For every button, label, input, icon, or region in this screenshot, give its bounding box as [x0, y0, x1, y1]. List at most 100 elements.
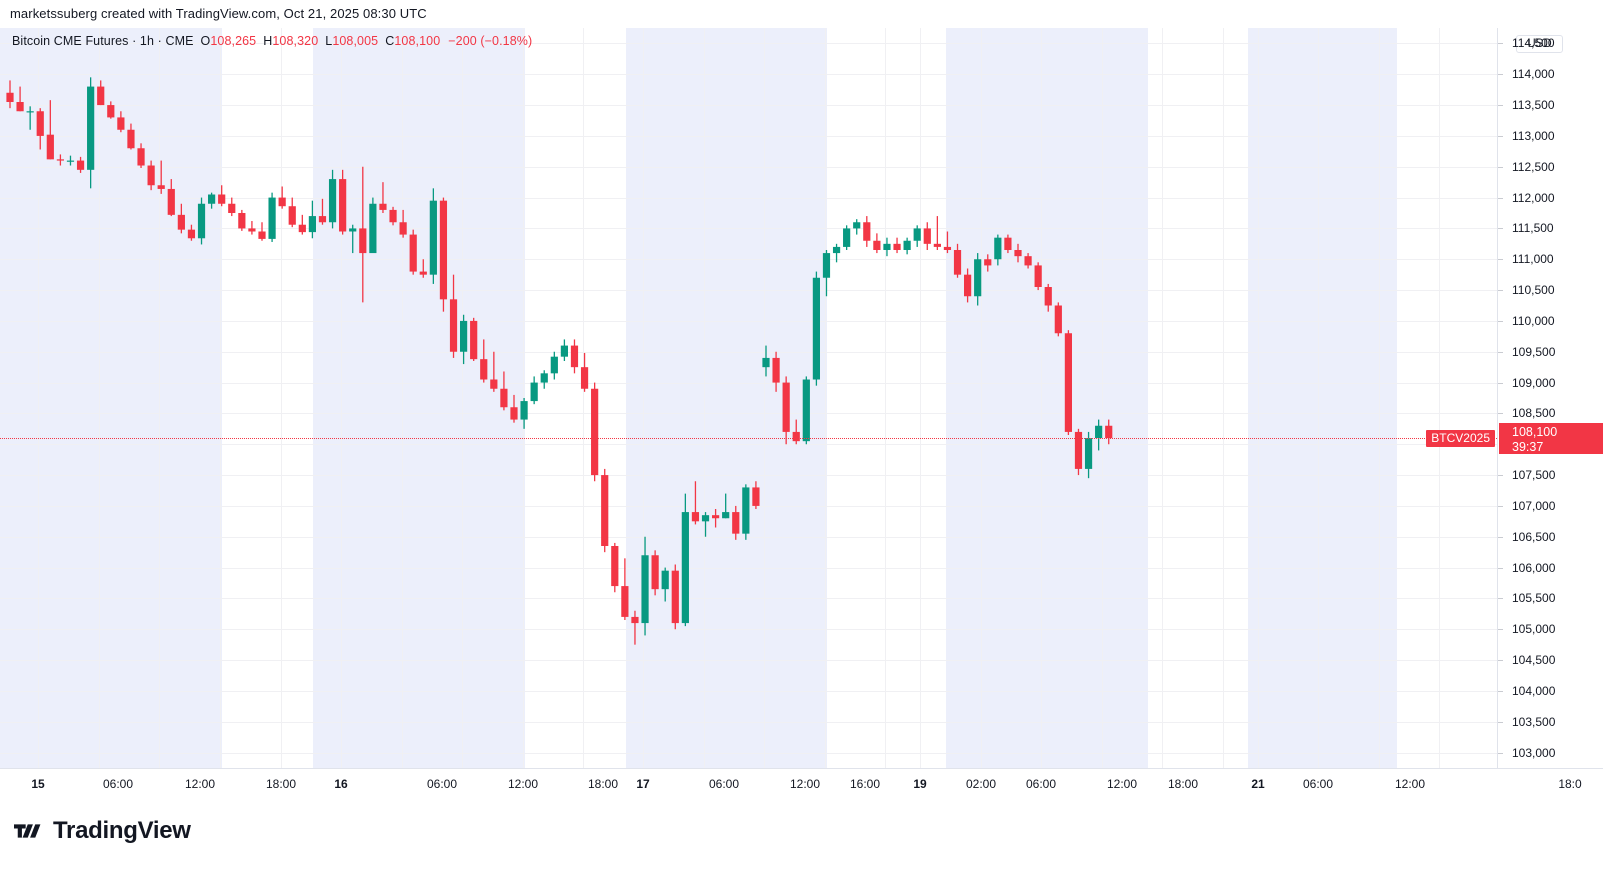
time-tick-label: 12:00: [184, 777, 216, 791]
price-tick-label: 106,500: [1512, 529, 1556, 544]
grid-line-h: [0, 753, 1497, 754]
grid-line-h: [0, 598, 1497, 599]
time-tick-label: 18:00: [265, 777, 297, 791]
price-tick-label: 109,500: [1512, 344, 1556, 359]
chart-legend: Bitcoin CME Futures · 1h · CME O108,265 H1…: [12, 34, 532, 48]
price-tick-label: 105,000: [1512, 622, 1556, 637]
last-price-badge: 108,100 39:37: [1499, 423, 1603, 455]
time-tick-label: 06:00: [708, 777, 740, 791]
legend-high-label: H: [263, 34, 273, 48]
bar-countdown: 39:37: [1512, 439, 1544, 454]
price-tick-mark: [1498, 352, 1503, 353]
time-tick-label: 21: [1251, 777, 1265, 791]
grid-line-h: [0, 568, 1497, 569]
legend-symbol[interactable]: Bitcoin CME Futures · 1h · CME: [12, 34, 194, 48]
grid-line-h: [0, 383, 1497, 384]
price-tick-mark: [1498, 290, 1503, 291]
session-band-2: [626, 28, 827, 768]
price-tick-label: 109,000: [1512, 375, 1556, 390]
grid-line-h: [0, 444, 1497, 445]
price-tick-label: 105,500: [1512, 591, 1556, 606]
grid-line-h: [0, 537, 1497, 538]
grid-line-v: [1102, 28, 1103, 768]
grid-line-v: [402, 28, 403, 768]
price-tick-mark: [1498, 321, 1503, 322]
grid-line-h: [0, 43, 1497, 44]
grid-line-h: [0, 105, 1497, 106]
price-tick-label: 114,500: [1512, 36, 1555, 51]
grid-line-v: [764, 28, 765, 768]
grid-line-h: [0, 259, 1497, 260]
price-tick-mark: [1498, 506, 1503, 507]
grid-line-h: [0, 228, 1497, 229]
time-tick-label: 12:00: [1106, 777, 1138, 791]
price-tick-mark: [1498, 383, 1503, 384]
price-tick-label: 107,500: [1512, 468, 1556, 483]
price-tick-mark: [1498, 198, 1503, 199]
legend-low-value: 108,005: [332, 34, 379, 48]
time-tick-label: 06:00: [1025, 777, 1057, 791]
time-tick-label: 12:00: [789, 777, 821, 791]
grid-line-h: [0, 691, 1497, 692]
session-band-0: [0, 28, 222, 768]
grid-line-h: [0, 136, 1497, 137]
grid-line-h: [0, 660, 1497, 661]
time-tick-label: 12:00: [507, 777, 539, 791]
price-tick-mark: [1498, 228, 1503, 229]
time-axis[interactable]: 15 06:00 12:00 18:00 16 06:00 12:00 18:00 17 06:0…: [0, 768, 1603, 802]
grid-line-h: [0, 475, 1497, 476]
price-tick-label: 104,500: [1512, 653, 1556, 668]
grid-line-h: [0, 722, 1497, 723]
grid-line-v: [1258, 28, 1259, 768]
price-tick-mark: [1498, 105, 1503, 106]
grid-line-h: [0, 629, 1497, 630]
grid-line-h: [0, 167, 1497, 168]
time-tick-label: 16: [334, 777, 348, 791]
time-tick-label: 19: [913, 777, 927, 791]
price-tick-mark: [1498, 753, 1503, 754]
time-tick-label: 15: [31, 777, 45, 791]
price-tick-label: 111,000: [1512, 252, 1554, 267]
candlestick-series: [6, 77, 1113, 645]
price-tick-label: 113,000: [1512, 128, 1555, 143]
price-tick-mark: [1498, 167, 1503, 168]
time-tick-label: 06:00: [1302, 777, 1334, 791]
grid-line-h: [0, 74, 1497, 75]
time-tick-label: 18:00: [587, 777, 619, 791]
price-tick-label: 104,000: [1512, 683, 1556, 698]
grid-line-v: [281, 28, 282, 768]
tradingview-mark-icon: [14, 824, 41, 838]
time-tick-label: 18:0: [1558, 777, 1582, 791]
grid-line-v: [462, 28, 463, 768]
price-tick-label: 110,000: [1512, 313, 1555, 328]
attribution-text: marketssuberg created with TradingView.c…: [10, 6, 427, 21]
grid-line-h: [0, 321, 1497, 322]
price-tick-mark: [1498, 475, 1503, 476]
time-tick-label: 12:00: [1394, 777, 1426, 791]
price-tick-mark: [1498, 259, 1503, 260]
time-tick-label: 17: [636, 777, 650, 791]
currency-pill[interactable]: USD: [1516, 35, 1563, 53]
grid-line-v: [1379, 28, 1380, 768]
grid-line-v: [220, 28, 221, 768]
legend-change: −200 (−0.18%): [448, 34, 533, 48]
price-axis[interactable]: USD 114,500 114,000 113,500 113,000 112,500 1…: [1497, 28, 1603, 768]
price-tick-label: 114,000: [1512, 67, 1555, 82]
price-tick-mark: [1498, 43, 1503, 44]
time-tick-label: 06:00: [426, 777, 458, 791]
grid-line-v: [583, 28, 584, 768]
grid-line-v: [159, 28, 160, 768]
chart-plot-area[interactable]: [0, 28, 1497, 768]
grid-line-v: [99, 28, 100, 768]
last-price-value: 108,100: [1512, 425, 1558, 440]
grid-line-v: [981, 28, 982, 768]
price-tick-mark: [1498, 413, 1503, 414]
grid-line-v: [920, 28, 921, 768]
chart-footer: TradingView: [0, 802, 1603, 875]
legend-low-label: L: [325, 34, 333, 48]
grid-line-v: [341, 28, 342, 768]
price-tick-label: 103,500: [1512, 714, 1556, 729]
legend-high-value: 108,320: [272, 34, 319, 48]
tradingview-logo: TradingView: [14, 817, 191, 845]
